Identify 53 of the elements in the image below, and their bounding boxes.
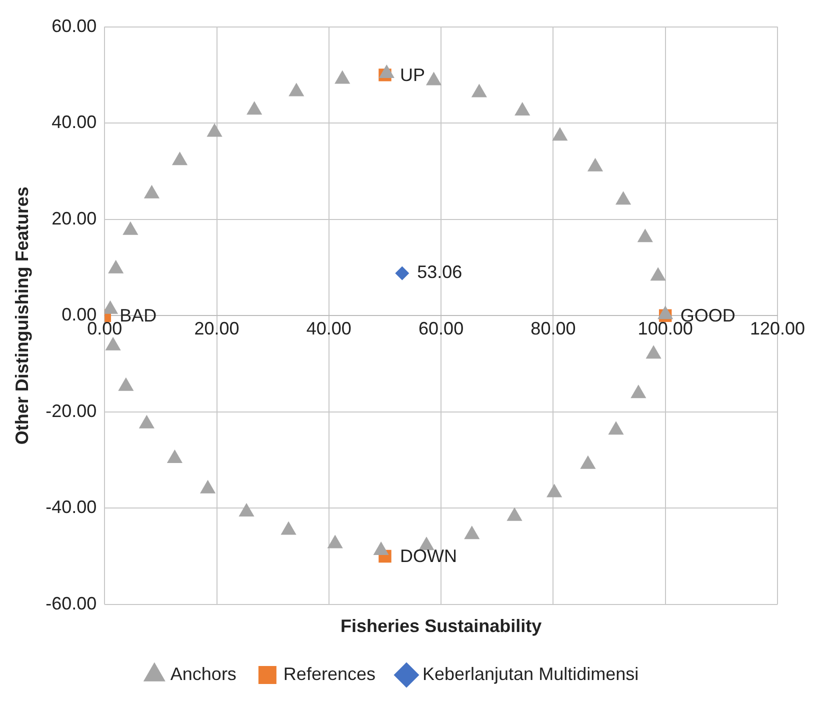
y-tick-label: -60.00 <box>46 593 97 614</box>
y-tick-label: -20.00 <box>46 400 97 421</box>
x-axis-title: Fisheries Sustainability <box>340 616 542 636</box>
point <box>172 152 188 166</box>
point <box>658 306 674 320</box>
point <box>506 507 522 521</box>
legend-label: Anchors <box>170 664 236 684</box>
y-axis-title: Other Distinguishing Features <box>12 186 32 445</box>
x-tick-label: 80.00 <box>530 318 576 338</box>
y-tick-label: 40.00 <box>52 112 97 132</box>
point <box>105 336 121 350</box>
legend-label: References <box>283 664 376 684</box>
legend-label: Keberlanjutan Multidimensi <box>422 664 639 684</box>
point <box>646 345 662 359</box>
point <box>327 534 343 548</box>
point <box>552 127 568 141</box>
point <box>426 72 442 86</box>
point <box>108 260 124 274</box>
point <box>280 521 296 535</box>
annotation: 53.06 <box>417 262 462 282</box>
point <box>138 414 154 428</box>
data-label: DOWN <box>400 546 457 566</box>
point <box>637 228 653 242</box>
point <box>514 102 530 116</box>
point <box>246 101 262 115</box>
point <box>471 84 487 98</box>
point <box>118 377 134 391</box>
point <box>144 184 160 198</box>
point <box>373 541 389 555</box>
data-label: UP <box>400 64 425 85</box>
point <box>334 70 350 84</box>
point <box>580 455 596 469</box>
y-tick-label: 20.00 <box>52 208 97 228</box>
point <box>587 158 604 172</box>
y-tick-label: -40.00 <box>46 497 97 518</box>
point <box>615 191 632 205</box>
point <box>122 221 138 235</box>
x-tick-label: 120.00 <box>750 318 806 338</box>
point <box>206 123 222 137</box>
x-tick-label: 60.00 <box>418 318 464 338</box>
point <box>546 484 562 498</box>
point <box>630 384 646 398</box>
point <box>608 421 624 435</box>
x-tick-label: 40.00 <box>306 318 352 338</box>
point <box>378 64 394 78</box>
x-tick-label: 20.00 <box>194 318 240 338</box>
point <box>288 82 304 96</box>
point <box>238 502 254 516</box>
point <box>650 267 666 281</box>
point <box>200 480 216 494</box>
y-tick-label: 60.00 <box>52 16 97 36</box>
point <box>166 450 183 464</box>
point <box>464 526 480 540</box>
